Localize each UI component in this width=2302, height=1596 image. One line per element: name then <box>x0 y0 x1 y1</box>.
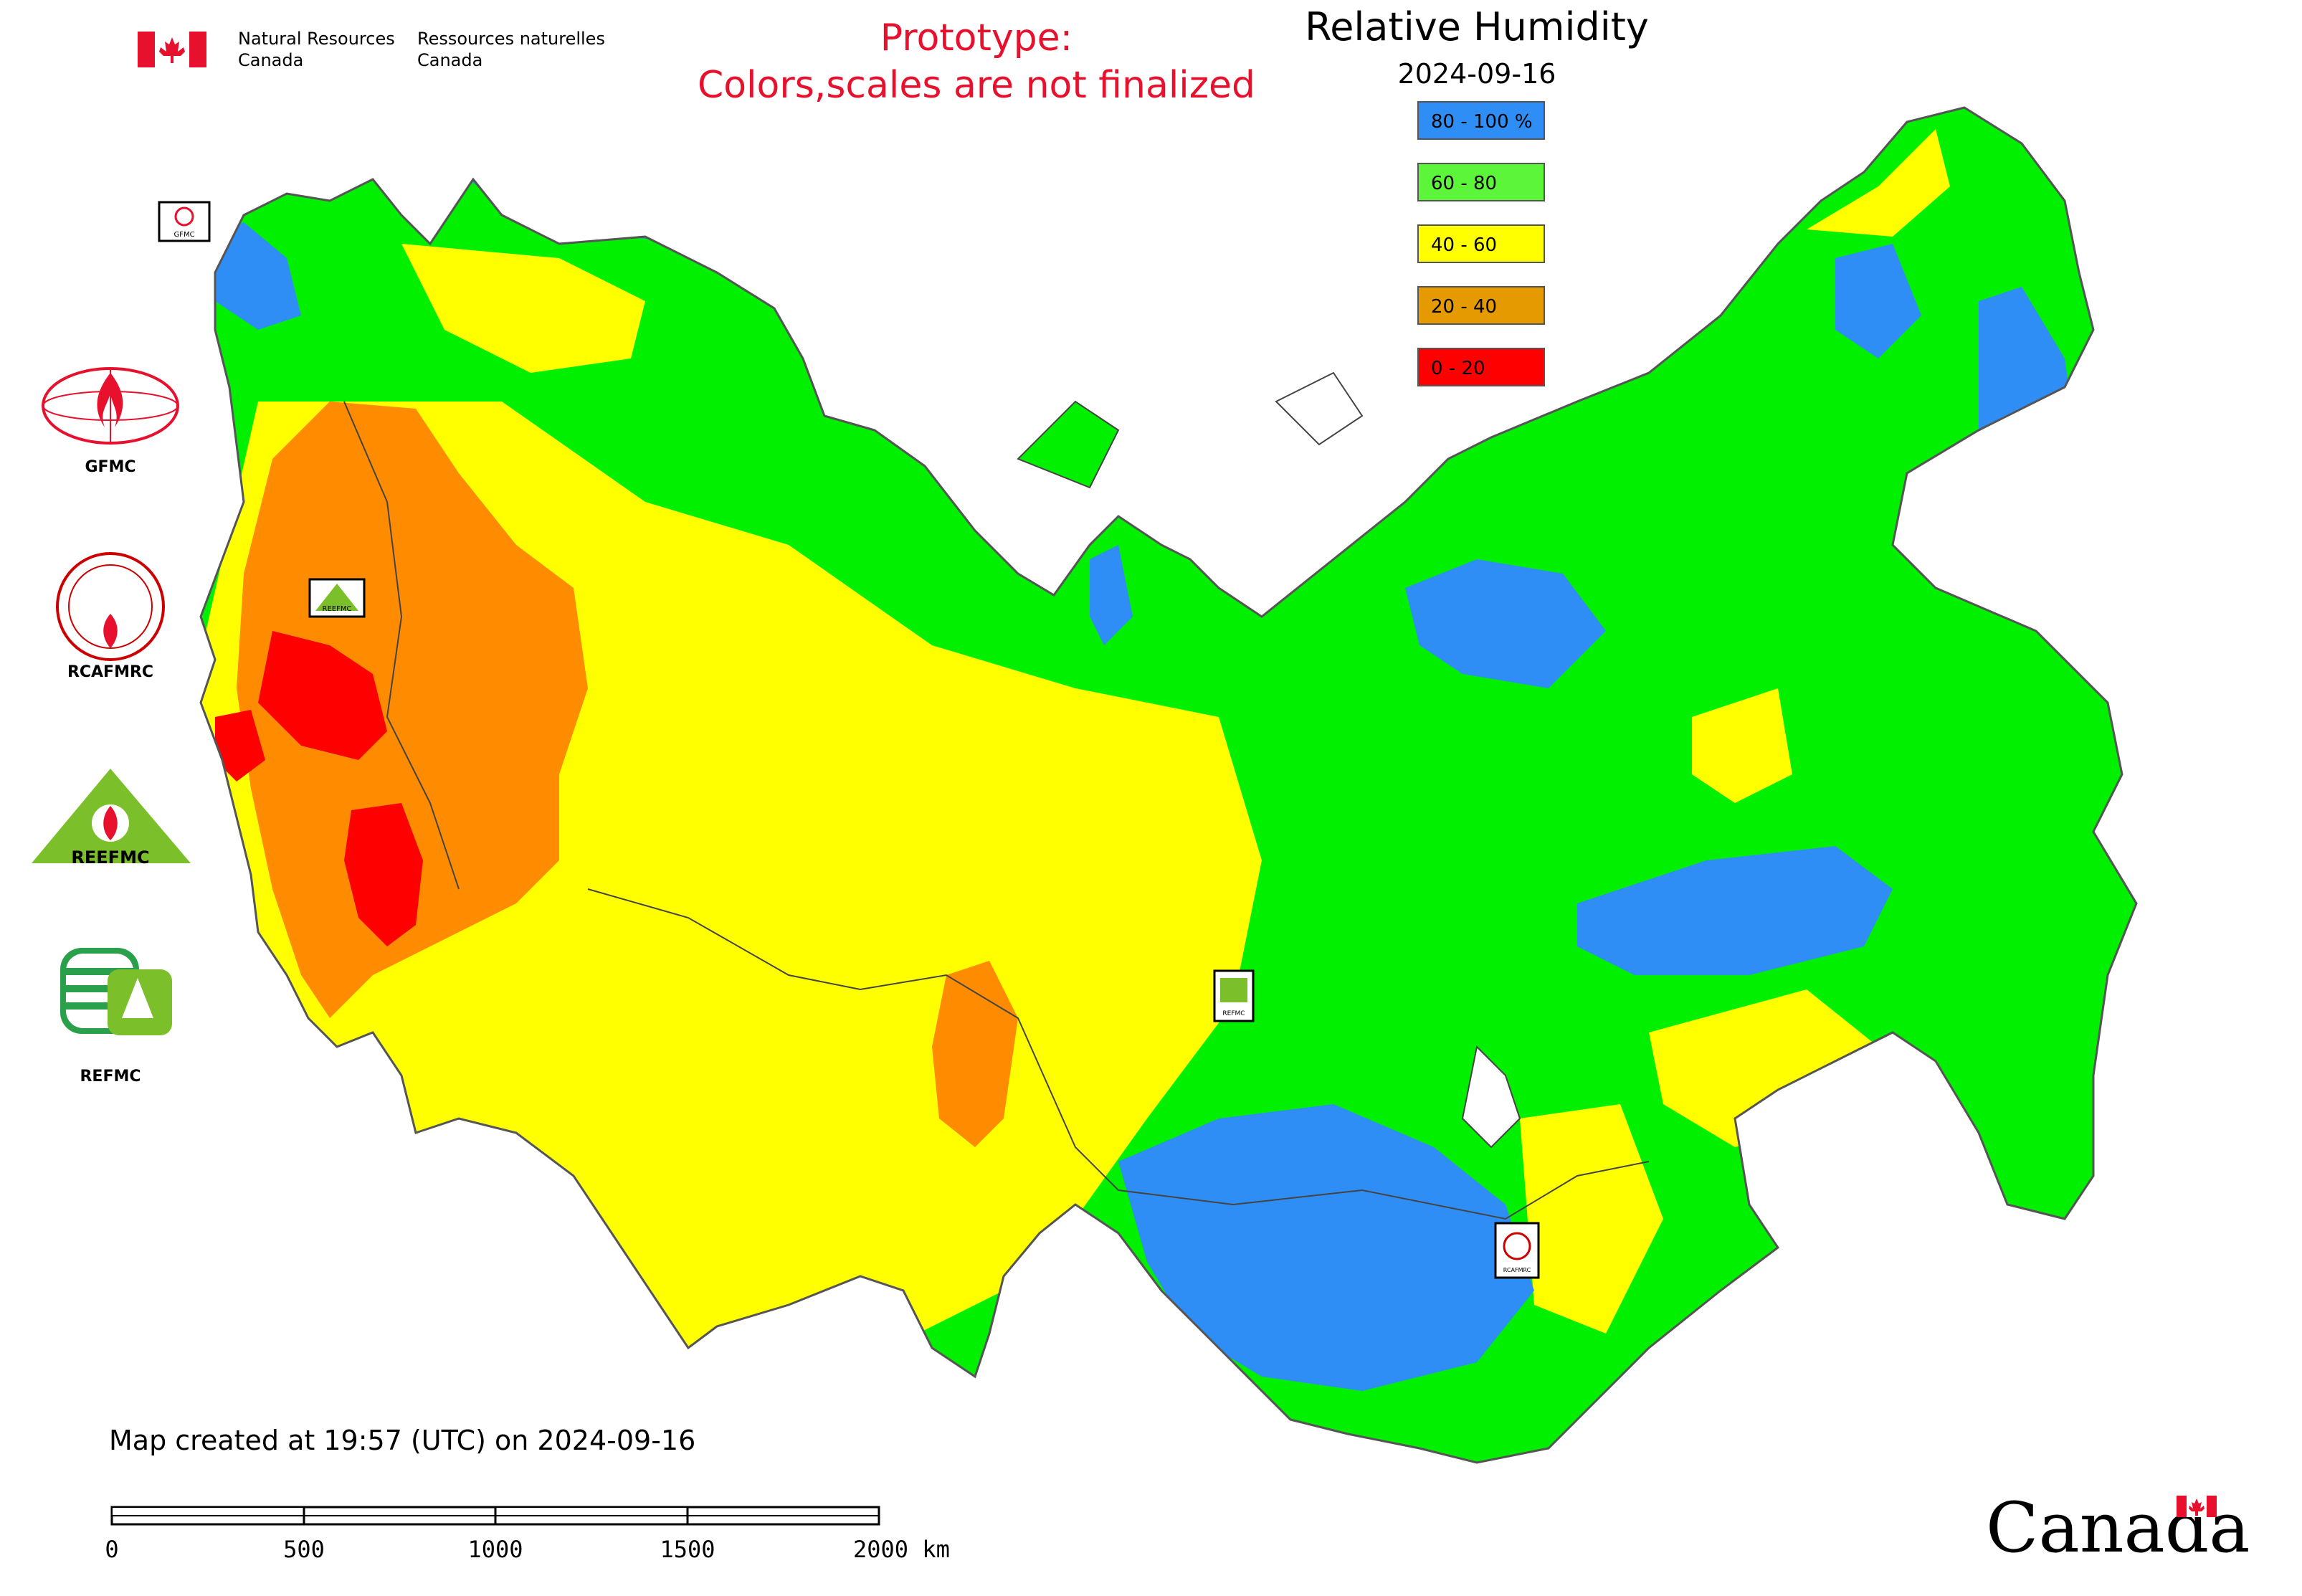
refmc-logo: REFMC <box>60 948 172 1086</box>
legend-item: 0 - 20 <box>1417 348 1545 386</box>
agency-en-line2: Canada <box>238 50 303 70</box>
refmc-logo-label: REFMC <box>80 1068 141 1086</box>
legend: Relative Humidity 2024-09-16 80 - 100 % 6… <box>1305 4 1649 386</box>
reefmc-logo: REEFMC <box>32 769 191 868</box>
legend-date: 2024-09-16 <box>1398 58 1556 90</box>
zone-80-100-mongolia <box>1118 1104 1534 1391</box>
side-logos: GFMC RCAFMRC REEFMC REFMC <box>32 367 191 1086</box>
scale-bar: 0 500 1000 1500 2000 km <box>105 1506 950 1563</box>
flame-icon <box>103 614 118 648</box>
country-border-south <box>587 888 1650 1220</box>
refmc-marker: REFMC <box>1213 969 1255 1022</box>
flame-icon <box>97 373 123 427</box>
zone-40-60-mongolia <box>1520 1104 1663 1334</box>
legend-swatch <box>1417 224 1545 263</box>
flame-icon <box>103 806 118 840</box>
rcafmrc-marker: RCAFMRC <box>1494 1222 1540 1279</box>
novaya-zemlya <box>1017 400 1120 489</box>
zone-0-20-west-coast <box>215 710 265 782</box>
country-border-west <box>343 401 460 890</box>
rcafmrc-marker-label: RCAFMRC <box>1503 1267 1531 1273</box>
rcafmrc-logo: RCAFMRC <box>56 552 165 681</box>
legend-item: 60 - 80 <box>1417 163 1545 201</box>
zone-20-40-west <box>237 402 588 1018</box>
scale-tick-1000: 1000 <box>467 1536 523 1563</box>
refmc-marker-label: REFMC <box>1222 1010 1245 1017</box>
canada-flag-icon <box>138 32 206 67</box>
zone-80-100-taimyr <box>1090 545 1133 645</box>
legend-swatch <box>1417 101 1545 140</box>
reefmc-logo-label: REEFMC <box>71 847 149 868</box>
legend-item: 20 - 40 <box>1417 286 1545 325</box>
agency-fr-line2: Canada <box>417 50 482 70</box>
legend-label: 0 - 20 <box>1431 358 1485 379</box>
scale-tick-1500: 1500 <box>660 1536 715 1563</box>
legend-swatch <box>1417 286 1545 325</box>
legend-item: 80 - 100 % <box>1417 101 1545 140</box>
agency-fr-line1: Ressources naturelles <box>417 29 605 49</box>
prototype-notice: Prototype: Colors,scales are not finaliz… <box>698 16 1255 107</box>
agency-en-line1: Natural Resources <box>238 29 395 49</box>
zone-40-60-far-east <box>1692 688 1792 803</box>
zone-80-100-amur <box>1577 846 1893 975</box>
reefmc-marker: REEFMC <box>308 578 366 618</box>
legend-swatch <box>1417 163 1545 201</box>
legend-label: 20 - 40 <box>1431 296 1497 318</box>
prototype-notice-line2: Colors,scales are not finalized <box>698 64 1255 107</box>
zone-40-60-northwest <box>401 244 645 373</box>
map-markers: GFMC REEFMC REFMC RCAFMRC <box>158 201 1540 1279</box>
legend-label: 80 - 100 % <box>1431 111 1533 133</box>
map-created-text: Map created at 19:57 (UTC) on 2024-09-16 <box>109 1425 695 1456</box>
zone-80-100-kolyma <box>1835 244 1921 358</box>
legend-label: 60 - 80 <box>1431 173 1497 194</box>
legend-swatch <box>1417 348 1545 386</box>
gfmc-marker-label: GFMC <box>173 231 194 239</box>
humidity-map <box>199 106 2138 1464</box>
scale-tick-0: 0 <box>105 1536 118 1563</box>
nrcan-signature: Natural Resources Canada Ressources natu… <box>138 29 605 70</box>
zone-40-60-chukotka <box>1807 129 1950 237</box>
scale-tick-2000: 2000 km <box>853 1536 950 1563</box>
gfmc-logo: GFMC <box>42 367 179 476</box>
zone-20-40-kazakhstan <box>932 961 1018 1147</box>
gfmc-marker: GFMC <box>158 201 211 242</box>
zone-0-20-north <box>258 631 387 760</box>
prototype-notice-line1: Prototype: <box>880 16 1072 60</box>
gfmc-logo-label: GFMC <box>85 458 135 476</box>
severnaya-zemlya <box>1275 371 1364 446</box>
reefmc-marker-label: REEFMC <box>323 605 352 613</box>
zone-0-20-south <box>344 803 423 946</box>
scale-tick-500: 500 <box>283 1536 325 1563</box>
legend-label: 40 - 60 <box>1431 234 1497 256</box>
legend-title: Relative Humidity <box>1305 4 1649 49</box>
legend-items: 80 - 100 % 60 - 80 40 - 60 20 - 40 0 - 20 <box>1417 101 1545 386</box>
canada-wordmark: Canada <box>1986 1488 2250 1568</box>
zone-80-100-yakutia <box>1405 559 1606 688</box>
legend-item: 40 - 60 <box>1417 224 1545 263</box>
lake-baikal <box>1461 1045 1521 1149</box>
rcafmrc-logo-label: RCAFMRC <box>67 663 153 681</box>
wordmark-flag-icon <box>2177 1496 2217 1517</box>
